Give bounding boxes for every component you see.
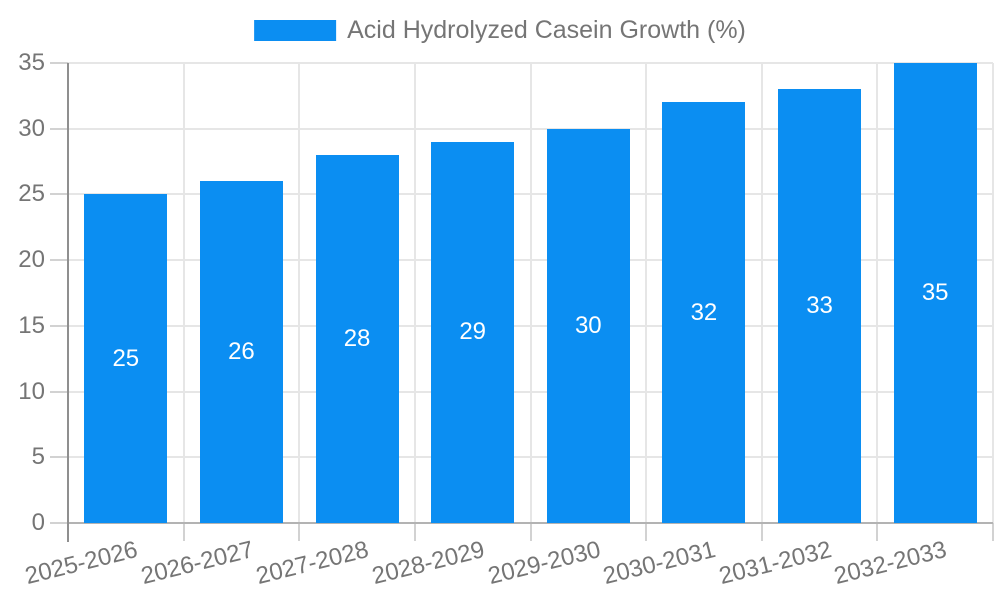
x-axis-tick-label: 2031-2032 — [716, 536, 835, 590]
y-axis-tick-label: 35 — [18, 49, 45, 76]
x-axis-tick-label: 2032-2033 — [831, 536, 950, 590]
bar[interactable] — [893, 63, 977, 523]
bar[interactable] — [546, 128, 630, 523]
y-axis-tick-label: 30 — [18, 114, 45, 142]
bar-value-label: 30 — [574, 311, 602, 339]
gridline-vertical — [529, 63, 532, 523]
gridline-vertical — [182, 63, 185, 523]
bar-value-label: 29 — [459, 318, 487, 346]
y-axis-tick — [50, 127, 68, 130]
x-axis-tick — [876, 523, 879, 541]
x-axis-tick — [992, 523, 994, 541]
bar-value-label: 25 — [112, 344, 140, 372]
gridline-vertical — [760, 63, 763, 523]
y-axis-tick — [50, 259, 68, 262]
x-axis-tick-label: 2025-2026 — [22, 536, 141, 590]
gridline-vertical — [298, 63, 301, 523]
y-axis-tick — [50, 62, 68, 64]
bar[interactable] — [315, 155, 399, 523]
x-axis-tick-label: 2029-2030 — [484, 536, 603, 590]
legend-item[interactable]: Acid Hydrolyzed Casein Growth (%) — [254, 18, 746, 43]
y-axis-line — [67, 63, 69, 542]
x-axis-tick — [298, 523, 301, 541]
bar-value-label: 26 — [228, 338, 255, 366]
y-axis-tick-label: 10 — [18, 377, 45, 405]
x-axis-tick — [645, 523, 648, 541]
y-axis-tick-label: 0 — [31, 509, 45, 536]
y-axis-tick-label: 5 — [31, 443, 45, 471]
bar[interactable] — [84, 194, 168, 523]
bar-value-label: 33 — [806, 292, 833, 320]
x-axis-line — [68, 522, 993, 524]
x-axis-tick-label: 2028-2029 — [369, 536, 488, 590]
legend-swatch — [254, 20, 337, 41]
x-axis-tick-label: 2027-2028 — [253, 536, 372, 590]
y-axis-tick-label: 20 — [18, 246, 45, 274]
gridline-vertical — [992, 63, 994, 523]
x-axis-tick-label: 2030-2031 — [600, 536, 719, 590]
bar[interactable] — [778, 89, 862, 523]
gridline-vertical — [876, 63, 879, 523]
x-axis-tick — [413, 523, 416, 541]
x-axis-tick — [182, 523, 185, 541]
gridline-vertical — [645, 63, 648, 523]
bar-value-label: 35 — [921, 279, 949, 306]
x-axis-tick — [529, 523, 532, 541]
y-axis-tick — [50, 390, 68, 393]
legend-label: Acid Hydrolyzed Casein Growth (%) — [347, 16, 746, 44]
y-axis-tick-label: 25 — [18, 180, 45, 208]
bar[interactable] — [431, 141, 515, 523]
y-axis-tick — [50, 456, 68, 459]
bar-value-label: 32 — [690, 298, 718, 326]
x-axis-tick — [760, 523, 763, 541]
y-axis-tick-label: 15 — [18, 311, 45, 339]
y-axis-tick — [50, 324, 68, 327]
bar-value-label: 28 — [343, 325, 371, 352]
bar[interactable] — [199, 181, 283, 523]
y-axis-tick — [50, 522, 68, 524]
y-axis-tick — [50, 193, 68, 196]
gridline-vertical — [413, 63, 416, 523]
bar[interactable] — [662, 102, 746, 523]
x-axis-tick-label: 2026-2027 — [138, 536, 256, 590]
